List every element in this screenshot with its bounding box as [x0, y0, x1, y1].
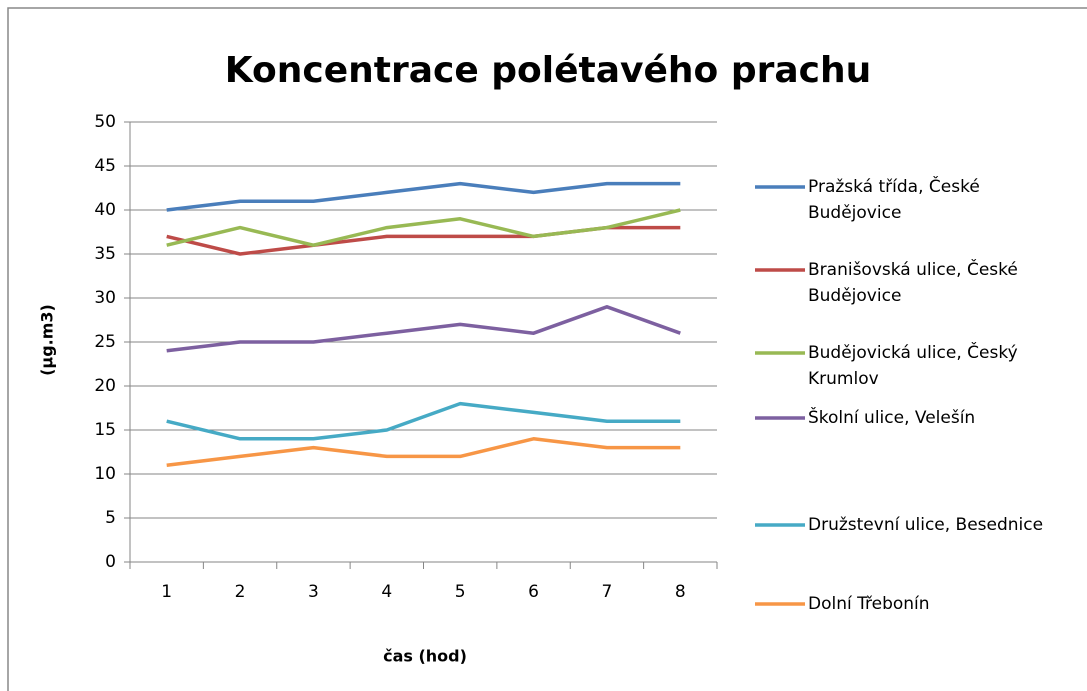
x-tick-label: 6	[528, 582, 539, 602]
series-line	[166, 181, 681, 212]
x-tick-label: 5	[455, 582, 466, 602]
y-tick-label: 35	[94, 244, 116, 264]
legend-label: Dolní Třebonín	[808, 594, 930, 614]
y-tick-label: 5	[105, 508, 116, 528]
x-tick-label: 3	[308, 582, 319, 602]
y-axis-label: (µg.m3)	[38, 304, 57, 376]
legend-label: Družstevní ulice, Besednice	[808, 515, 1044, 535]
series-line	[166, 305, 681, 353]
y-tick-label: 20	[94, 376, 116, 396]
x-tick-label: 8	[675, 582, 686, 602]
x-axis-label: čas (hod)	[383, 647, 467, 666]
legend-label: Budějovická ulice, Český Krumlov	[808, 343, 1018, 389]
series-line	[166, 208, 681, 247]
legend-label: Branišovská ulice, České Budějovice	[808, 260, 1018, 306]
series-line	[166, 437, 681, 467]
y-tick-label: 30	[94, 288, 116, 308]
y-tick-label: 45	[94, 156, 116, 176]
y-tick-label: 50	[94, 112, 116, 132]
y-tick-label: 10	[94, 464, 116, 484]
legend-label: Pražská třída, České Budějovice	[808, 177, 980, 223]
x-tick-label: 7	[602, 582, 613, 602]
y-tick-label: 25	[94, 332, 116, 352]
y-tick-label: 15	[94, 420, 116, 440]
y-tick-label: 0	[105, 552, 116, 572]
x-tick-label: 1	[161, 582, 172, 602]
x-tick-label: 2	[235, 582, 246, 602]
legend-label: Školní ulice, Velešín	[808, 408, 976, 428]
chart-title: Koncentrace polétavého prachu	[225, 50, 872, 91]
series-line	[166, 401, 681, 441]
y-tick-label: 40	[94, 200, 116, 220]
x-tick-label: 4	[381, 582, 392, 602]
